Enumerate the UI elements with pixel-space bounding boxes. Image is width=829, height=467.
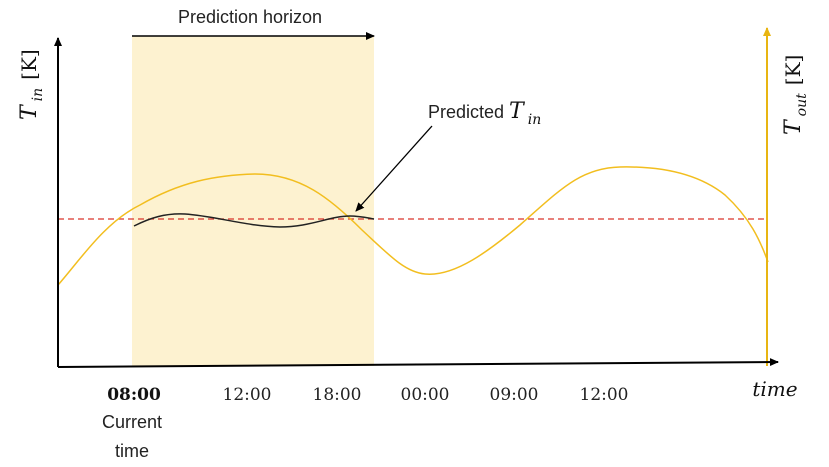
predicted-tin-curve <box>133 213 375 228</box>
current-time-label-line2: time <box>115 441 149 461</box>
tick-label-1800: 18:00 <box>313 385 362 405</box>
time-axis-label: time <box>752 377 797 401</box>
prediction-horizon-label: Prediction horizon <box>178 7 322 27</box>
tick-label-1200-a: 12:00 <box>223 385 272 405</box>
tick-label-0900: 09:00 <box>490 385 539 405</box>
left-y-axis-label: T in [K] <box>17 49 46 120</box>
right-y-axis-label: T out [K] <box>781 55 810 135</box>
prediction-horizon-region <box>132 36 374 366</box>
tick-label-1200-b: 12:00 <box>580 385 629 405</box>
time-axis <box>57 358 779 368</box>
predicted-tin-label: Predicted T in <box>428 99 541 128</box>
tick-label-0800: 08:00 <box>107 385 161 405</box>
tick-label-0000: 00:00 <box>401 385 450 405</box>
predicted-tin-pointer-arrow <box>355 125 433 212</box>
outdoor-temperature-curve <box>57 166 769 286</box>
current-time-label-line1: Current <box>102 412 162 432</box>
